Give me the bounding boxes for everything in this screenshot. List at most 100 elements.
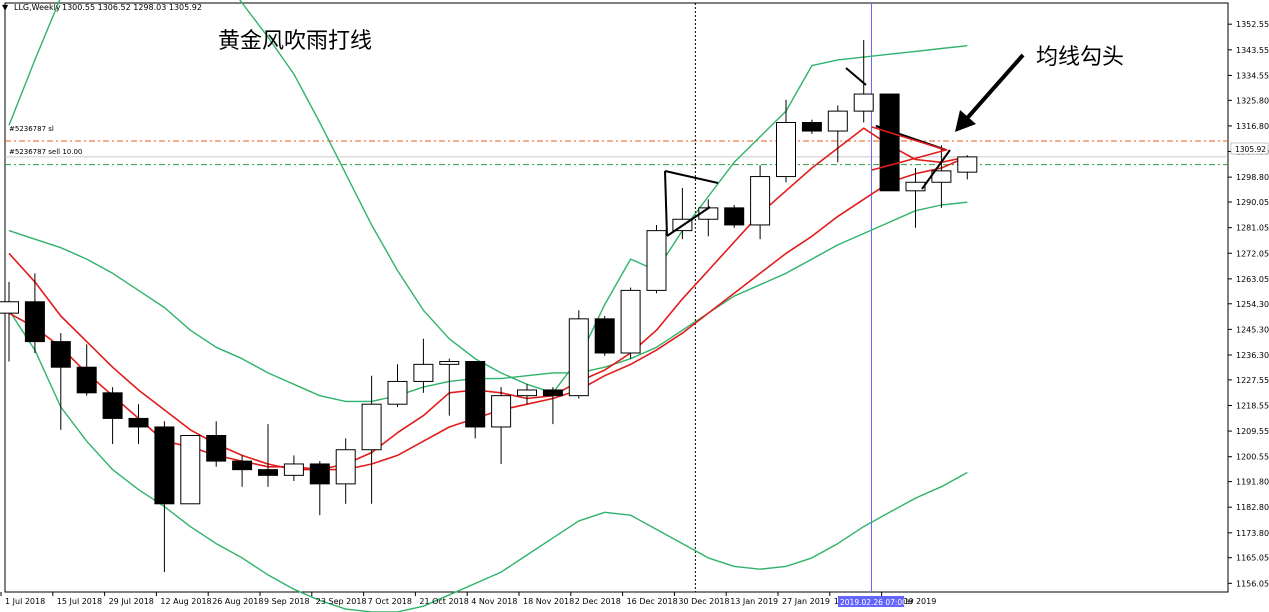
candle: [646, 224, 667, 294]
time-tick-label: 4 Nov 2018: [471, 597, 517, 606]
candle-body-bull: [646, 230, 667, 291]
candle: [594, 315, 615, 356]
candle-body-bear: [258, 469, 278, 476]
candle: [957, 155, 978, 180]
candle: [491, 387, 512, 464]
candle-body-bull: [853, 93, 874, 112]
trend-annotation-line: [664, 170, 719, 184]
time-tick-label: 21 Oct 2018: [419, 597, 468, 606]
candle-body-bull: [620, 289, 641, 354]
candle-body-bull: [0, 301, 19, 314]
candle-body-bull: [776, 122, 796, 178]
price-tick-label: 1200.55: [1236, 453, 1269, 462]
bollinger-upper-line: [8, 0, 968, 394]
candle: [776, 99, 796, 183]
candle: [180, 435, 201, 505]
candle-body-bull: [439, 361, 460, 365]
crosshair-time-suffix: 19: [904, 597, 914, 606]
candle-body-bull: [283, 463, 304, 476]
candle-body-bear: [76, 366, 97, 394]
price-tick-label: 1173.80: [1236, 529, 1269, 538]
candle-body-bull: [180, 435, 201, 505]
candle: [24, 273, 45, 353]
crosshair-time-label: 2019.02.26 07:00: [840, 598, 907, 607]
candle: [750, 165, 771, 240]
annotation-arrow-shaft: [960, 53, 1025, 126]
candle-body-bull: [957, 156, 978, 173]
bollinger-middle-line: [8, 201, 968, 403]
candle-body-bear: [102, 392, 123, 419]
price-tick-label: 1272.05: [1236, 249, 1269, 258]
price-tick-label: 1218.55: [1236, 401, 1269, 410]
time-tick-label: 18 Nov 2018: [523, 597, 574, 606]
candle: [413, 338, 434, 393]
crosshair-time-box: [838, 596, 904, 607]
candle-body-bear: [594, 318, 615, 354]
current-price-label: 1305.92: [1235, 145, 1266, 154]
candle-body-bull: [413, 363, 434, 382]
candle: [361, 375, 382, 504]
candle: [879, 93, 900, 192]
candle-body-bear: [128, 417, 149, 428]
overlay-layer: [664, 53, 1025, 237]
price-tick-label: 1298.80: [1236, 173, 1269, 182]
price-tick-label: 1254.30: [1236, 300, 1269, 309]
price-tick-label: 1263.05: [1236, 275, 1269, 284]
price-tick-label: 1156.05: [1236, 579, 1269, 588]
time-tick-label: 15 Jul 2018: [57, 597, 102, 606]
candle: [620, 287, 641, 359]
candle-body-bear: [50, 341, 71, 368]
candle: [801, 119, 822, 134]
candle: [258, 424, 278, 487]
time-tick-label: 23 Sep 2018: [316, 597, 367, 606]
candle: [76, 344, 97, 396]
candle: [283, 455, 304, 482]
price-tick-label: 1245.30: [1236, 325, 1269, 334]
candle: [724, 205, 745, 228]
candle-body-bear: [465, 361, 486, 428]
ma-hook-highlight: [871, 126, 949, 171]
price-tick-label: 1316.80: [1236, 122, 1269, 131]
candle: [439, 358, 460, 416]
price-tick-label: 1191.80: [1236, 478, 1269, 487]
candle-body-bull: [827, 110, 848, 132]
time-tick-label: 2 Dec 2018: [575, 597, 621, 606]
order-sell-label: #5236787 sell 10.00: [9, 148, 82, 156]
price-tick-label: 1281.05: [1236, 224, 1269, 233]
candle-body-bear: [206, 435, 227, 462]
candle-body-bear: [309, 463, 330, 485]
price-tick-label: 1209.55: [1236, 427, 1269, 436]
candle: [568, 310, 589, 399]
arrow-annotation-label: 均线勾头: [1036, 45, 1124, 70]
trend-annotation-line: [664, 170, 668, 237]
plot-frame: [4, 2, 1229, 593]
time-tick-label: 12 Aug 2018: [160, 597, 211, 606]
time-tick-label: 13 Jan 2019: [730, 597, 778, 606]
ma-slow-line: [8, 156, 968, 471]
candle: [50, 333, 71, 430]
candle: [335, 438, 356, 504]
title-annotation: 黄金风吹雨打线: [218, 29, 372, 54]
candle-body-bull: [491, 395, 512, 428]
price-tick-label: 1325.80: [1236, 96, 1269, 105]
candle: [206, 421, 227, 467]
time-tick-label: 29 Jul 2018: [109, 597, 154, 606]
order-sl-label: #5236787 sl: [9, 125, 54, 133]
candle-body-bull: [750, 176, 771, 226]
candle-body-bear: [724, 207, 745, 226]
time-tick-label: 30 Dec 2018: [678, 597, 729, 606]
candle-body-bear: [24, 301, 45, 343]
price-tick-label: 1352.55: [1236, 20, 1269, 29]
candle-body-bear: [232, 460, 253, 471]
candle: [128, 404, 149, 445]
trend-annotation-line: [666, 206, 711, 237]
ohlc-label: 1300.55 1306.52 1298.03 1305.92: [62, 3, 202, 12]
candle: [517, 384, 537, 405]
price-tick-label: 1236.30: [1236, 351, 1269, 360]
candle-body-bull: [361, 403, 382, 451]
time-tick-label: 9 Sep 2018: [264, 597, 310, 606]
candle-body-bull: [387, 380, 408, 405]
candle: [853, 39, 874, 123]
